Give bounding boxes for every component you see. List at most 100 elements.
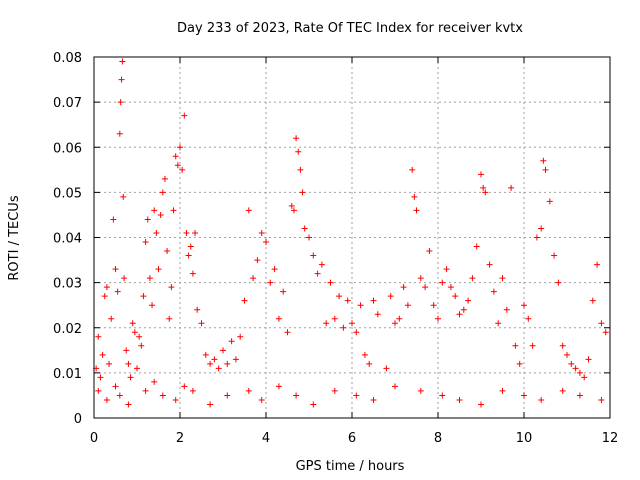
data-point bbox=[529, 342, 536, 349]
data-point bbox=[215, 365, 222, 372]
data-point bbox=[473, 243, 480, 250]
data-point bbox=[486, 261, 493, 268]
data-point bbox=[207, 360, 214, 367]
data-point bbox=[480, 184, 487, 191]
data-point bbox=[245, 207, 252, 214]
data-point bbox=[275, 383, 282, 390]
data-point bbox=[392, 383, 398, 390]
data-point bbox=[490, 288, 497, 295]
data-point bbox=[323, 320, 330, 327]
y-tick-label: 0.07 bbox=[53, 96, 82, 111]
data-point bbox=[336, 293, 343, 300]
data-point bbox=[119, 58, 126, 65]
data-point bbox=[465, 297, 472, 304]
data-point bbox=[275, 315, 282, 322]
data-point bbox=[327, 279, 334, 286]
data-point bbox=[306, 234, 312, 241]
data-point bbox=[589, 297, 596, 304]
x-tick-label: 2 bbox=[176, 431, 184, 446]
data-point bbox=[179, 166, 186, 173]
data-point bbox=[533, 234, 540, 241]
data-point bbox=[131, 329, 138, 336]
data-point bbox=[189, 270, 196, 277]
data-point bbox=[288, 202, 295, 209]
y-tick-label: 0.04 bbox=[53, 232, 82, 247]
data-point bbox=[95, 333, 102, 340]
data-point bbox=[404, 302, 411, 309]
data-point bbox=[168, 284, 175, 291]
data-point bbox=[155, 266, 162, 273]
data-point bbox=[361, 351, 368, 358]
data-point bbox=[314, 270, 321, 277]
data-point bbox=[572, 365, 579, 372]
data-point bbox=[499, 275, 506, 282]
data-point bbox=[134, 365, 140, 372]
data-point bbox=[521, 302, 527, 309]
data-point bbox=[112, 383, 119, 390]
x-tick-labels: 0 2 4 6 8 10 12 bbox=[90, 431, 618, 446]
data-point bbox=[581, 374, 588, 381]
data-point bbox=[116, 130, 123, 137]
data-point bbox=[478, 171, 484, 178]
data-point bbox=[293, 392, 300, 399]
data-point bbox=[138, 342, 145, 349]
data-point bbox=[127, 374, 134, 381]
data-point bbox=[546, 198, 553, 205]
x-tick-label: 12 bbox=[602, 431, 619, 446]
data-point bbox=[366, 360, 373, 367]
data-point bbox=[295, 148, 302, 155]
data-point bbox=[110, 216, 117, 223]
data-point bbox=[310, 401, 317, 408]
data-point bbox=[161, 175, 168, 182]
data-point bbox=[340, 324, 347, 331]
x-tick-label: 6 bbox=[348, 431, 356, 446]
data-points bbox=[93, 58, 609, 408]
data-point bbox=[97, 374, 104, 381]
data-point bbox=[106, 360, 113, 367]
data-point bbox=[117, 99, 124, 106]
data-point bbox=[146, 275, 153, 282]
data-point bbox=[121, 275, 128, 282]
data-point bbox=[153, 229, 160, 236]
data-point bbox=[413, 207, 420, 214]
x-axis-label: GPS time / hours bbox=[296, 459, 405, 474]
data-point bbox=[331, 387, 338, 394]
data-point bbox=[125, 360, 132, 367]
data-point bbox=[142, 387, 149, 394]
data-point bbox=[331, 315, 338, 322]
data-point bbox=[387, 293, 394, 300]
data-point bbox=[136, 333, 143, 340]
data-point bbox=[183, 229, 190, 236]
data-point bbox=[99, 351, 106, 358]
data-point bbox=[551, 252, 558, 259]
data-point bbox=[555, 279, 562, 286]
data-point bbox=[540, 157, 547, 164]
data-point bbox=[159, 189, 166, 196]
data-point bbox=[101, 293, 108, 300]
data-point bbox=[516, 360, 523, 367]
data-point bbox=[140, 293, 147, 300]
data-point bbox=[400, 284, 407, 291]
data-point bbox=[116, 392, 123, 399]
data-point bbox=[525, 315, 532, 322]
data-point bbox=[435, 315, 441, 322]
data-point bbox=[241, 297, 248, 304]
data-point bbox=[293, 135, 300, 142]
data-point bbox=[383, 365, 390, 372]
chart-title: Day 233 of 2023, Rate Of TEC Index for r… bbox=[177, 21, 523, 36]
data-point bbox=[120, 193, 127, 200]
data-point bbox=[456, 311, 463, 318]
data-point bbox=[149, 302, 156, 309]
y-tick-label: 0 bbox=[74, 412, 82, 427]
data-point bbox=[170, 207, 177, 214]
data-point bbox=[353, 392, 360, 399]
data-point bbox=[370, 396, 377, 403]
data-point bbox=[564, 351, 570, 358]
data-point bbox=[112, 266, 119, 273]
data-point bbox=[189, 387, 196, 394]
x-tick-label: 10 bbox=[516, 431, 533, 446]
data-point bbox=[263, 239, 269, 246]
data-point bbox=[290, 207, 297, 214]
data-point bbox=[284, 329, 291, 336]
data-point bbox=[142, 239, 149, 246]
